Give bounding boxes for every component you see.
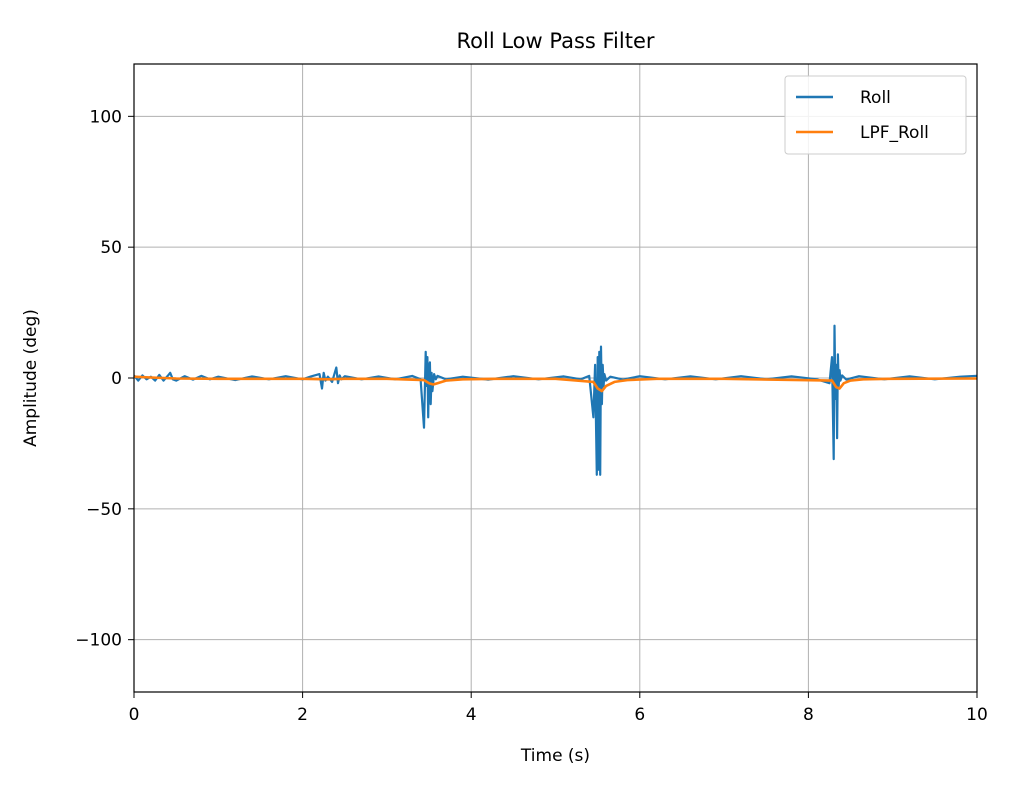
y-tick-label: −50: [86, 500, 122, 520]
series-line-lpf-roll: [133, 375, 978, 393]
series-line-roll: [133, 324, 978, 476]
y-tick-label: 0: [111, 369, 122, 389]
legend-label-roll: Roll: [860, 88, 891, 108]
x-axis-label: Time (s): [520, 746, 590, 766]
legend-label-lpf-roll: LPF_Roll: [860, 123, 929, 143]
y-tick-label: 50: [100, 238, 122, 258]
x-tick-label: 2: [297, 705, 308, 725]
legend-box: [784, 75, 967, 155]
y-axis-label: Amplitude (deg): [21, 309, 41, 447]
x-tick-label: 10: [966, 705, 988, 725]
chart-title: Roll Low Pass Filter: [456, 29, 654, 53]
y-tick-label: 100: [90, 107, 122, 127]
x-tick-label: 6: [634, 705, 645, 725]
x-tick-label: 8: [803, 705, 814, 725]
y-tick-label: −100: [75, 631, 122, 651]
axis-ticks: 0 2 4 6 8 10 −100 −50 0 50 100: [75, 107, 988, 725]
x-tick-label: 4: [466, 705, 477, 725]
series-group: [133, 324, 978, 476]
legend: Roll LPF_Roll: [784, 75, 967, 155]
x-tick-label: 0: [129, 705, 140, 725]
